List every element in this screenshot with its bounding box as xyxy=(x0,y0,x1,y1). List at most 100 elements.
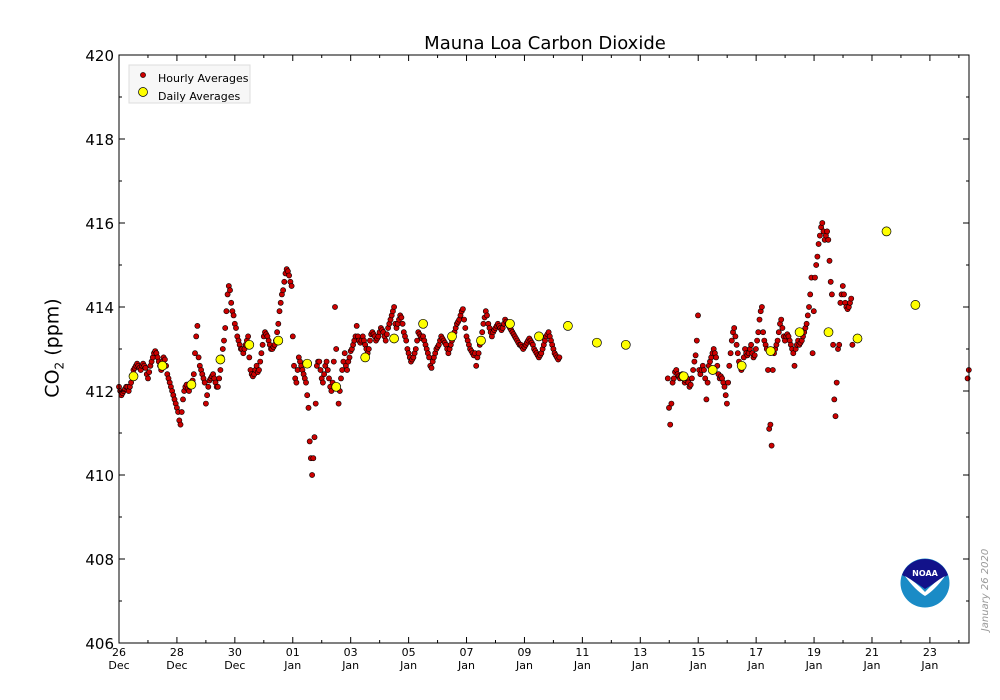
hourly-point xyxy=(779,325,786,331)
daily-point xyxy=(852,333,863,344)
hourly-point xyxy=(341,350,348,357)
x-tick-month: Jan xyxy=(631,659,649,672)
daily-point xyxy=(157,360,168,371)
daily-point xyxy=(302,358,313,369)
hourly-point xyxy=(461,316,467,323)
x-tick-month: Jan xyxy=(399,659,417,672)
x-tick-month: Dec xyxy=(166,659,187,672)
x-tick-month: Jan xyxy=(283,659,301,672)
x-tick-date: 15 xyxy=(691,646,705,659)
hourly-point xyxy=(803,320,810,327)
hourly-point xyxy=(319,379,326,386)
hourly-point xyxy=(310,455,317,462)
y-tick-label: 418 xyxy=(85,131,114,149)
hourly-point xyxy=(312,400,319,407)
hourly-point xyxy=(275,320,282,327)
hourly-point xyxy=(330,358,337,365)
x-tick-month: Jan xyxy=(862,659,880,672)
hourly-point xyxy=(321,371,327,378)
hourly-point xyxy=(428,364,435,371)
hourly-point xyxy=(291,362,297,369)
x-tick-date: 30 xyxy=(228,646,242,659)
hourly-point xyxy=(722,392,729,399)
hourly-point xyxy=(459,306,466,312)
hourly-point xyxy=(227,287,233,294)
daily-point xyxy=(563,321,573,331)
daily-point xyxy=(331,381,342,392)
hourly-point xyxy=(346,354,353,361)
hourly-point xyxy=(693,337,700,344)
hourly-point xyxy=(726,362,733,369)
daily-point xyxy=(707,365,718,375)
hourly-point xyxy=(217,367,224,373)
daily-point xyxy=(273,335,284,346)
hourly-point xyxy=(759,304,765,310)
hourly-point xyxy=(365,346,372,352)
hourly-point xyxy=(829,291,835,298)
hourly-point xyxy=(274,329,280,336)
daily-point xyxy=(678,371,689,382)
hourly-point xyxy=(806,304,812,310)
hourly-point xyxy=(830,341,836,348)
hourly-point xyxy=(306,438,313,445)
hourly-point xyxy=(233,325,239,331)
hourly-point xyxy=(670,375,677,382)
y-tick-label: 408 xyxy=(85,551,114,569)
x-tick-date: 17 xyxy=(749,646,763,659)
daily-series xyxy=(128,226,921,392)
hourly-point xyxy=(695,312,701,319)
hourly-point xyxy=(728,337,735,344)
hourly-point xyxy=(667,421,674,428)
hourly-point xyxy=(317,367,324,373)
hourly-point xyxy=(256,367,262,373)
daily-point xyxy=(620,339,631,350)
hourly-point xyxy=(391,304,397,310)
hourly-point xyxy=(755,329,762,336)
hourly-point xyxy=(303,379,309,386)
hourly-point xyxy=(713,354,719,361)
daily-point xyxy=(244,339,255,350)
hourly-point xyxy=(281,278,288,285)
hourly-point xyxy=(338,375,344,382)
hourly-point xyxy=(473,362,480,369)
hourly-point xyxy=(180,396,186,403)
y-tick-label: 410 xyxy=(85,467,114,485)
hourly-point xyxy=(257,358,264,365)
hourly-point xyxy=(751,352,758,359)
hourly-point xyxy=(703,396,710,403)
y-tick-label: 414 xyxy=(85,299,114,317)
x-tick-month: Dec xyxy=(108,659,129,672)
y-tick-label: 416 xyxy=(85,215,114,233)
hourly-point xyxy=(219,346,226,352)
hourly-point xyxy=(754,337,760,344)
x-tick-date: 07 xyxy=(460,646,474,659)
chart-title: Mauna Loa Carbon Dioxide xyxy=(424,33,666,54)
hourly-point xyxy=(819,220,826,226)
daily-point xyxy=(910,300,921,310)
hourly-point xyxy=(689,375,695,382)
hourly-point xyxy=(277,299,284,306)
x-tick-date: 19 xyxy=(807,646,821,659)
plot-frame xyxy=(118,54,970,644)
noaa-logo: NOAA xyxy=(900,558,950,608)
hourly-point xyxy=(831,396,838,403)
hourly-point xyxy=(259,341,266,348)
hourly-point xyxy=(412,346,419,352)
hourly-point xyxy=(480,320,487,327)
hourly-point xyxy=(734,350,741,357)
hourly-point xyxy=(316,358,323,365)
hourly-point xyxy=(146,369,153,375)
x-tick-date: 21 xyxy=(865,646,879,659)
daily-point xyxy=(186,379,197,390)
hourly-point xyxy=(145,375,151,382)
hourly-point xyxy=(841,291,847,298)
hourly-point xyxy=(753,346,759,352)
hourly-point xyxy=(304,392,311,399)
daily-point xyxy=(360,352,371,363)
hourly-point xyxy=(286,272,292,279)
legend-daily-marker xyxy=(138,87,148,97)
hourly-point xyxy=(305,404,312,411)
hourly-point xyxy=(725,379,731,386)
hourly-point xyxy=(326,375,332,382)
